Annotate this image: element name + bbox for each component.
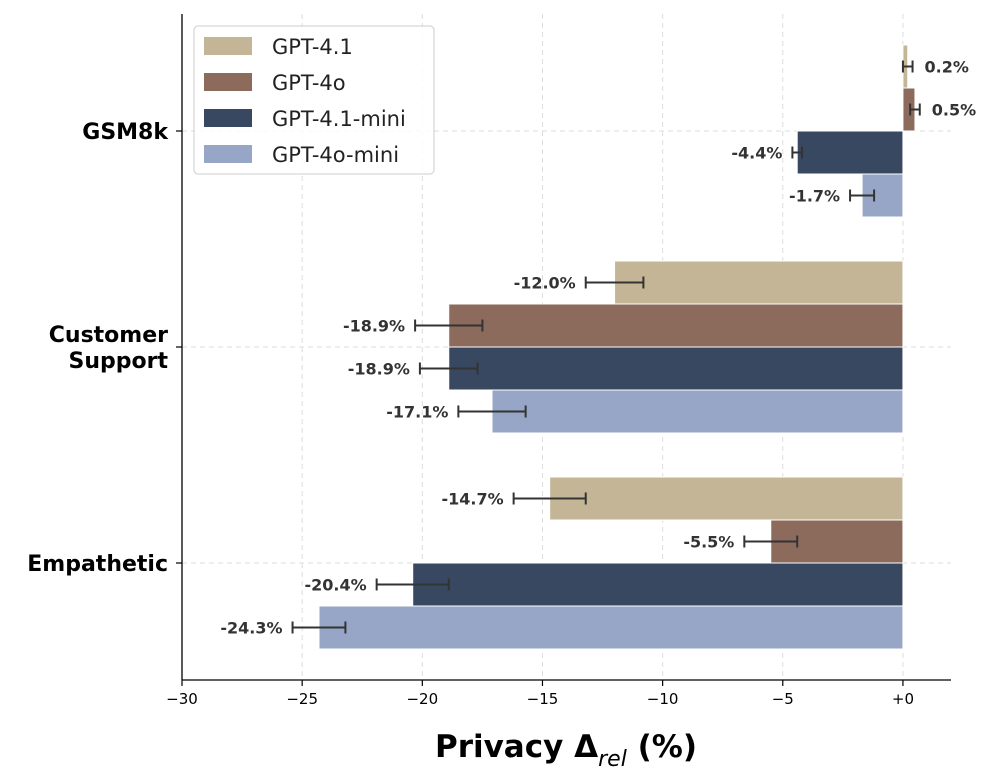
legend-label-gpt-4-1: GPT-4.1 — [272, 35, 353, 59]
value-label-gpt-4-1-empathetic: -14.7% — [441, 490, 503, 509]
legend-swatch-gpt-4-1-mini — [204, 109, 252, 127]
legend-swatch-gpt-4o — [204, 73, 252, 91]
value-label-gpt-4o-mini-empathetic: -24.3% — [220, 619, 282, 638]
value-labels-group: 0.2% -12.0% -14.7% 0.5% -18.9% -5.5% -4.4% -18.… — [220, 58, 976, 638]
value-label-gpt-4-1-customer-support: -12.0% — [514, 274, 576, 293]
bar-gpt-4-1-mini-gsm8k — [796, 130, 904, 175]
legend-label-gpt-4-1-mini: GPT-4.1-mini — [272, 107, 406, 131]
x-tick-label: −10 — [647, 690, 679, 708]
bar-gpt-4o-mini-customer-support — [491, 389, 904, 434]
category-label-empathetic: Empathetic — [27, 552, 168, 577]
x-tick-label: +0 — [892, 690, 914, 708]
error-bars-group — [291, 60, 921, 634]
legend: GPT-4.1 GPT-4o GPT-4.1-mini GPT-4o-mini — [193, 25, 435, 175]
legend-label-gpt-4o-mini: GPT-4o-mini — [272, 143, 399, 167]
bars-group — [318, 44, 916, 650]
value-label-gpt-4o-mini-customer-support: -17.1% — [386, 403, 448, 422]
bar-gpt-4o-customer-support — [448, 303, 904, 348]
legend-frame — [193, 25, 435, 175]
bar-gpt-4-1-empathetic — [549, 476, 904, 521]
legend-swatch-gpt-4o-mini — [204, 145, 252, 163]
value-label-gpt-4-1-gsm8k: 0.2% — [925, 58, 969, 77]
category-label-customer-support: Support — [69, 349, 169, 374]
category-label-gsm8k: GSM8k — [82, 120, 169, 145]
legend-label-gpt-4o: GPT-4o — [272, 71, 346, 95]
legend-swatch-gpt-4-1 — [204, 37, 252, 55]
bar-gpt-4-1-mini-empathetic — [412, 562, 904, 607]
category-label-customer-support: Customer — [49, 323, 168, 348]
bar-gpt-4-1-mini-customer-support — [448, 346, 904, 391]
value-label-gpt-4o-mini-gsm8k: -1.7% — [789, 187, 840, 206]
x-axis-title: Privacy Δrel (%) — [435, 729, 697, 772]
value-label-gpt-4-1-mini-gsm8k: -4.4% — [731, 144, 782, 163]
value-label-gpt-4-1-mini-customer-support: -18.9% — [348, 360, 410, 379]
x-tick-label: −5 — [772, 690, 794, 708]
x-ticks: −30 −25 −20 −15 −10 −5 +0 — [166, 680, 914, 708]
value-label-gpt-4o-gsm8k: 0.5% — [932, 101, 976, 120]
value-label-gpt-4o-customer-support: -18.9% — [343, 317, 405, 336]
x-tick-label: −15 — [527, 690, 559, 708]
bar-gpt-4o-mini-empathetic — [318, 605, 904, 650]
value-label-gpt-4-1-mini-empathetic: -20.4% — [304, 576, 366, 595]
x-tick-label: −20 — [406, 690, 438, 708]
bar-gpt-4-1-customer-support — [614, 260, 904, 305]
x-tick-label: −25 — [286, 690, 318, 708]
x-tick-label: −30 — [166, 690, 198, 708]
value-label-gpt-4o-empathetic: -5.5% — [683, 533, 734, 552]
